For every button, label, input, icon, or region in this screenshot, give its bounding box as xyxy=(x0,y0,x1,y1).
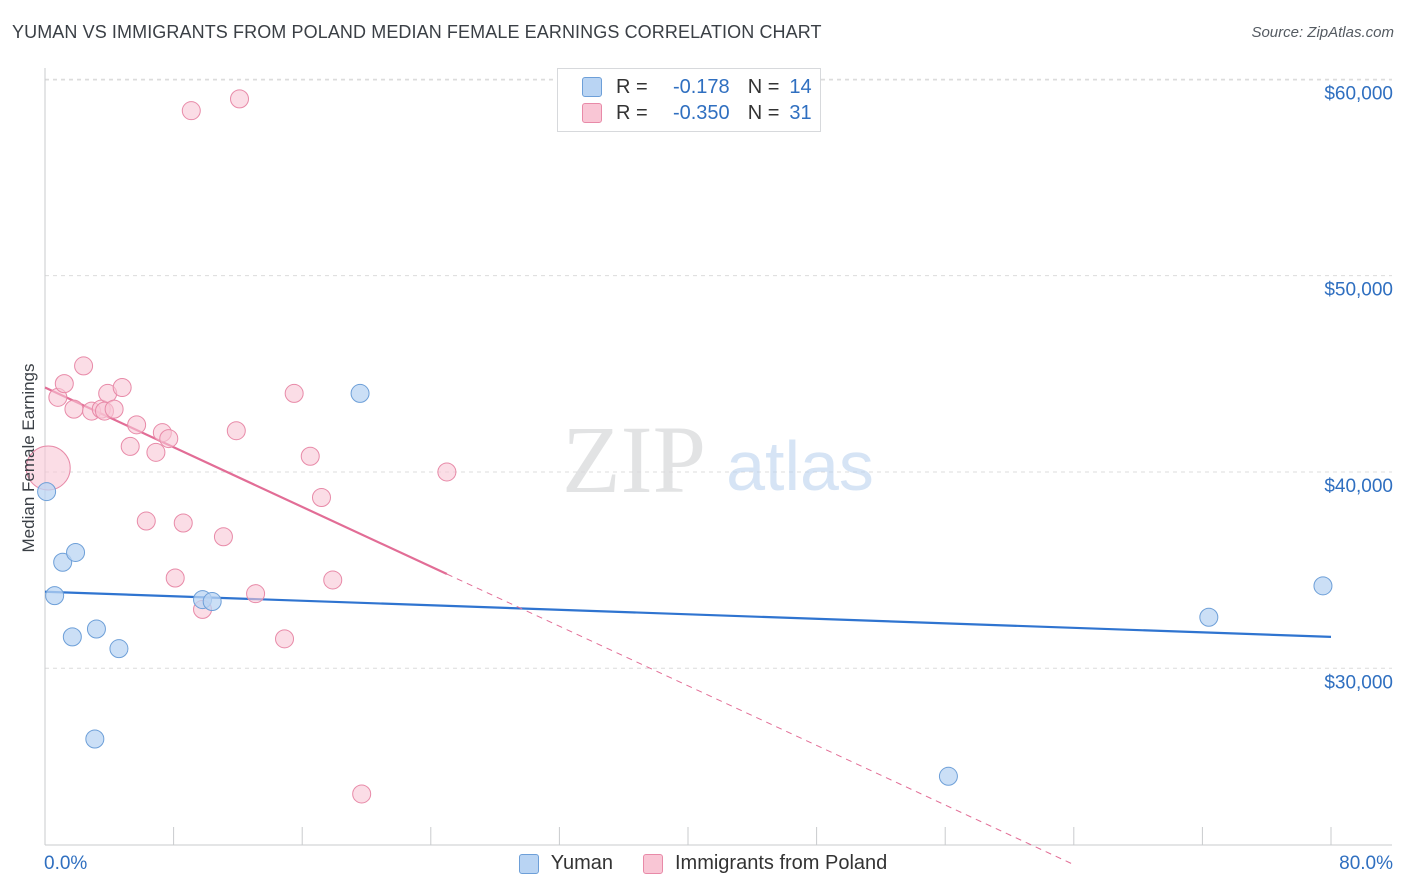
grid-lines xyxy=(45,78,1392,669)
poland-point xyxy=(74,356,94,376)
stats-legend: R = -0.178 N = 14 R = -0.350 N = 31 xyxy=(557,68,821,132)
poland-point xyxy=(112,378,132,398)
axes xyxy=(44,68,1392,846)
yuman-swatch xyxy=(582,77,602,97)
y-tick-label: $40,000 xyxy=(1324,476,1393,497)
x-tick-label-min: 0.0% xyxy=(44,853,87,874)
yuman-swatch xyxy=(518,853,539,874)
source-label: Source: ZipAtlas.com xyxy=(1251,24,1394,41)
n-label: N = xyxy=(747,101,780,124)
yuman-point xyxy=(62,627,82,647)
yuman-trend-line xyxy=(44,590,1332,638)
poland-point xyxy=(146,442,166,462)
poland-point xyxy=(173,513,193,533)
n-value: 14 xyxy=(789,75,812,98)
stats-row-yuman: R = -0.178 N = 14 xyxy=(582,74,812,100)
poland-point xyxy=(181,101,201,121)
poland-point xyxy=(127,415,147,435)
poland-point xyxy=(213,527,233,547)
yuman-point xyxy=(202,592,222,612)
tick-labels: $30,000 $40,000 $50,000 $60,000 0.0% 80.0% xyxy=(44,83,1393,874)
r-value: -0.350 xyxy=(672,101,730,124)
legend-label-poland: Immigrants from Poland xyxy=(674,852,888,874)
watermark-atlas: atlas xyxy=(726,427,874,505)
poland-point xyxy=(54,374,74,394)
chart-title: YUMAN VS IMMIGRANTS FROM POLAND MEDIAN F… xyxy=(12,22,822,42)
watermark: ZIP atlas xyxy=(562,406,874,513)
poland-point xyxy=(311,487,331,507)
yuman-point xyxy=(350,383,370,403)
yuman-point xyxy=(1313,576,1333,596)
yuman-point xyxy=(37,482,57,502)
legend-label-yuman: Yuman xyxy=(550,852,613,874)
watermark-zip: ZIP xyxy=(562,406,706,513)
y-axis-label: Median Female Earnings xyxy=(19,364,38,553)
r-value: -0.178 xyxy=(672,75,730,98)
yuman-point xyxy=(938,766,958,786)
x-tick-label-max: 80.0% xyxy=(1339,853,1393,874)
stats-row-poland: R = -0.350 N = 31 xyxy=(582,100,812,126)
poland-point xyxy=(230,89,250,109)
y-tick-label: $30,000 xyxy=(1324,672,1393,693)
yuman-point xyxy=(66,542,86,562)
r-label: R = xyxy=(616,75,648,98)
poland-point xyxy=(437,462,457,482)
poland-point xyxy=(323,570,343,590)
series-legend: Yuman Immigrants from Poland xyxy=(0,852,1406,875)
legend-item-poland: Immigrants from Poland xyxy=(642,852,888,875)
poland-point xyxy=(275,629,295,649)
poland-trend-line xyxy=(44,386,448,576)
poland-point xyxy=(104,399,124,419)
yuman-point xyxy=(45,586,65,606)
r-label: R = xyxy=(616,101,648,124)
poland-point xyxy=(64,399,84,419)
y-tick-label: $50,000 xyxy=(1324,280,1393,301)
poland-point xyxy=(226,421,246,441)
yuman-point xyxy=(53,552,73,572)
yuman-point xyxy=(109,639,129,659)
n-value: 31 xyxy=(789,101,812,124)
poland-swatch xyxy=(642,853,663,874)
poland-point xyxy=(300,446,320,466)
data-points xyxy=(25,89,1333,804)
y-tick-label: $60,000 xyxy=(1324,83,1393,104)
poland-point xyxy=(352,784,372,804)
yuman-point xyxy=(85,729,105,749)
poland-point xyxy=(136,511,156,531)
poland-swatch xyxy=(582,103,602,123)
yuman-point xyxy=(1199,607,1219,627)
yuman-point xyxy=(86,619,106,639)
poland-point xyxy=(165,568,185,588)
legend-item-yuman: Yuman xyxy=(518,852,613,875)
poland-trend-extension xyxy=(446,573,1075,866)
poland-point xyxy=(246,584,266,604)
poland-point xyxy=(159,429,179,449)
poland-point xyxy=(284,383,304,403)
n-label: N = xyxy=(747,75,780,98)
poland-point xyxy=(120,436,140,456)
